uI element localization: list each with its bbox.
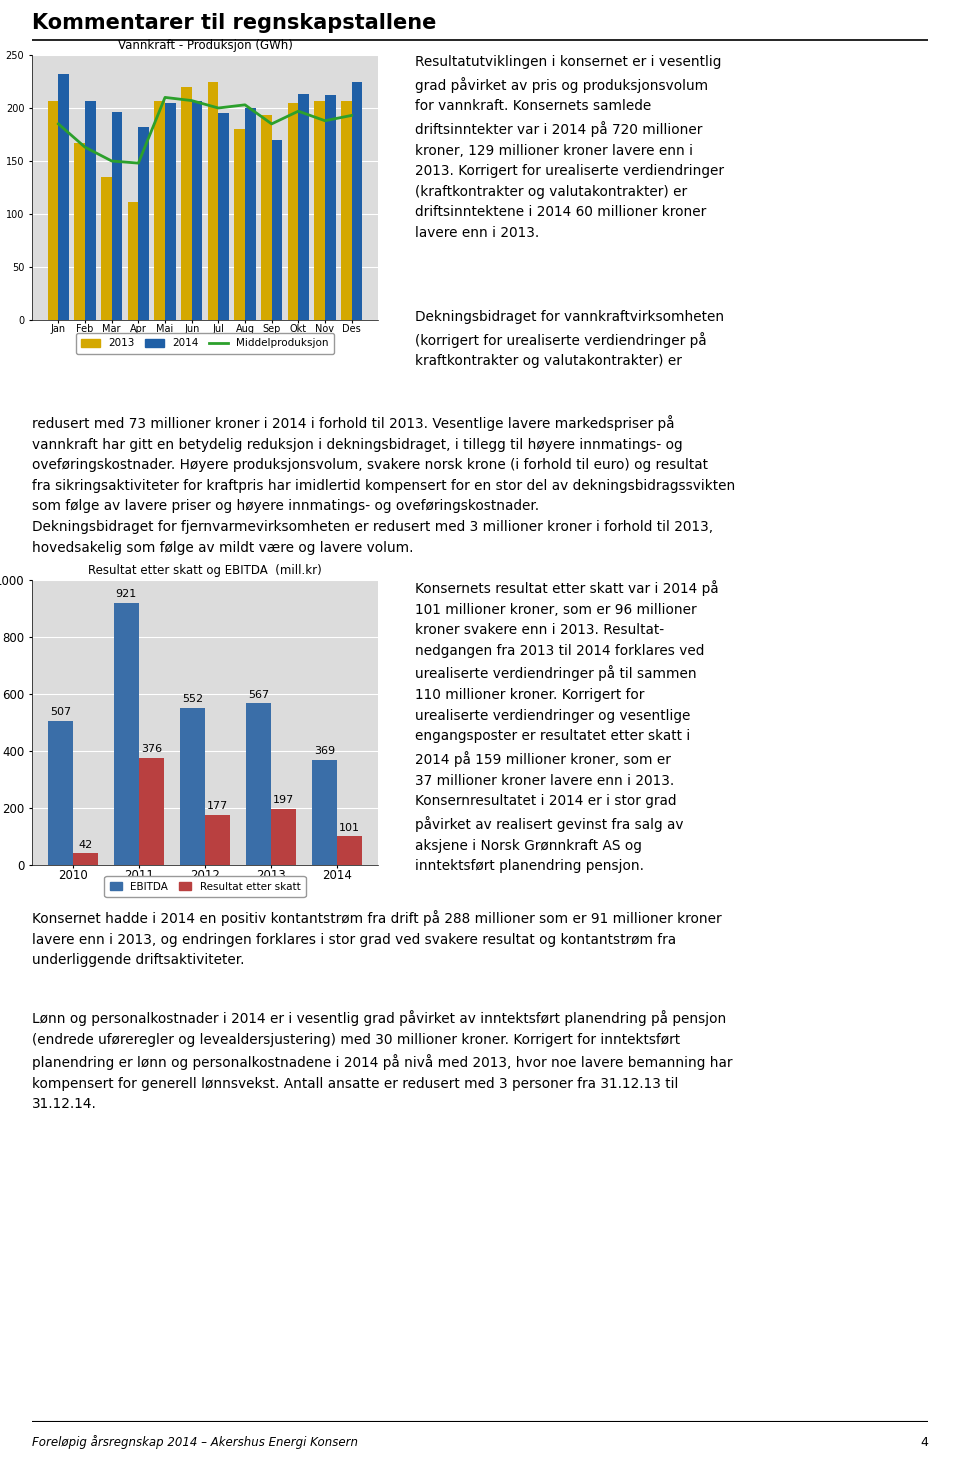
Bar — [234, 129, 245, 320]
Bar — [312, 760, 337, 865]
Text: Kommentarer til regnskapstallene: Kommentarer til regnskapstallene — [32, 13, 436, 32]
Text: 197: 197 — [273, 796, 295, 806]
Text: Dekningsbidraget for vannkraftvirksomheten
(korrigert for urealiserte verdiendri: Dekningsbidraget for vannkraftvirksomhet… — [415, 310, 724, 368]
Bar — [138, 128, 149, 320]
Text: 101: 101 — [339, 822, 360, 832]
Bar — [218, 113, 229, 320]
Bar — [139, 757, 164, 865]
Text: Konsernets resultat etter skatt var i 2014 på
101 millioner kroner, som er 96 mi: Konsernets resultat etter skatt var i 20… — [415, 580, 719, 873]
Bar — [314, 101, 324, 320]
Bar — [48, 721, 73, 865]
Bar — [246, 703, 271, 865]
Bar — [111, 112, 122, 320]
Bar — [341, 101, 351, 320]
Bar — [59, 73, 69, 320]
Bar — [337, 837, 362, 865]
Text: Resultatutviklingen i konsernet er i vesentlig
grad påvirket av pris og produksj: Resultatutviklingen i konsernet er i ves… — [415, 54, 724, 241]
Text: 177: 177 — [207, 802, 228, 812]
Text: 376: 376 — [141, 744, 162, 755]
Bar — [155, 101, 165, 320]
Bar — [114, 602, 139, 865]
Bar — [192, 101, 203, 320]
Bar — [288, 103, 299, 320]
Bar — [245, 109, 255, 320]
Text: Foreløpig årsregnskap 2014 – Akershus Energi Konsern: Foreløpig årsregnskap 2014 – Akershus En… — [32, 1436, 358, 1449]
Bar — [351, 82, 362, 320]
Legend: EBITDA, Resultat etter skatt: EBITDA, Resultat etter skatt — [105, 876, 305, 897]
Bar — [101, 178, 111, 320]
Bar — [205, 815, 230, 865]
Bar — [324, 95, 336, 320]
Bar — [74, 142, 85, 320]
Text: redusert med 73 millioner kroner i 2014 i forhold til 2013. Vesentlige lavere ma: redusert med 73 millioner kroner i 2014 … — [32, 415, 735, 555]
Text: 921: 921 — [116, 589, 137, 599]
Text: 552: 552 — [181, 694, 203, 705]
Bar — [85, 101, 96, 320]
Title: Resultat etter skatt og EBITDA  (mill.kr): Resultat etter skatt og EBITDA (mill.kr) — [88, 564, 322, 577]
Bar — [261, 116, 272, 320]
Text: 369: 369 — [314, 746, 335, 756]
Text: Lønn og personalkostnader i 2014 er i vesentlig grad påvirket av inntektsført pl: Lønn og personalkostnader i 2014 er i ve… — [32, 1010, 732, 1111]
Text: 507: 507 — [50, 708, 71, 716]
Text: Konsernet hadde i 2014 en positiv kontantstrøm fra drift på 288 millioner som er: Konsernet hadde i 2014 en positiv kontan… — [32, 910, 721, 967]
Text: 42: 42 — [79, 840, 92, 850]
Bar — [207, 82, 218, 320]
Bar — [128, 203, 138, 320]
Legend: 2013, 2014, Middelproduksjon: 2013, 2014, Middelproduksjon — [76, 333, 334, 354]
Bar — [180, 708, 205, 865]
Bar — [165, 103, 176, 320]
Bar — [272, 139, 282, 320]
Bar — [73, 853, 98, 865]
Text: 567: 567 — [248, 690, 269, 700]
Bar — [181, 87, 192, 320]
Title: Vannkraft - Produksjon (GWh): Vannkraft - Produksjon (GWh) — [117, 40, 293, 53]
Bar — [299, 94, 309, 320]
Bar — [271, 809, 297, 865]
Text: 4: 4 — [921, 1436, 928, 1449]
Bar — [48, 101, 59, 320]
